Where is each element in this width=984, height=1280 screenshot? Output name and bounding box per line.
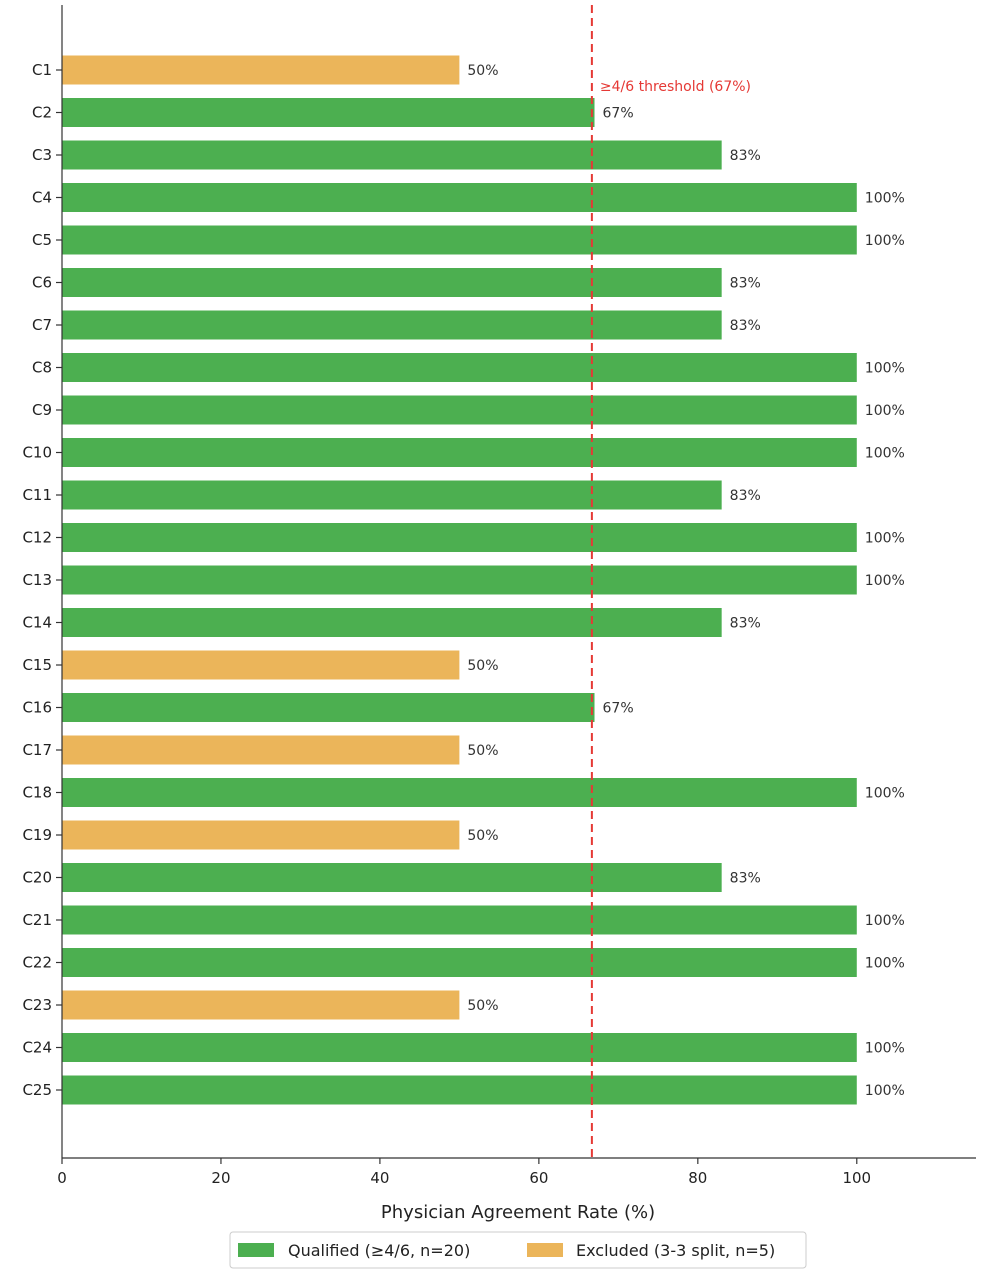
bar-c15: [62, 650, 460, 680]
x-tick-label-0: 0: [57, 1169, 67, 1187]
bar-value-label-c7: 83%: [730, 318, 761, 334]
bar-value-label-c9: 100%: [865, 403, 905, 419]
bar-c16: [62, 693, 595, 722]
bar-value-label-c4: 100%: [865, 191, 905, 207]
y-tick-label-c12: C12: [22, 529, 52, 547]
y-tick-label-c24: C24: [22, 1039, 52, 1057]
bar-value-label-c24: 100%: [865, 1041, 905, 1057]
x-tick-label-100: 100: [842, 1169, 871, 1187]
bar-c13: [62, 565, 857, 595]
bar-value-label-c10: 100%: [865, 446, 905, 462]
bar-value-label-c1: 50%: [467, 63, 498, 79]
legend-entry-qualified: Qualified (≥4/6, n=20): [288, 1241, 470, 1260]
bar-value-label-c21: 100%: [865, 913, 905, 929]
bar-value-label-c25: 100%: [865, 1083, 905, 1099]
bar-c8: [62, 353, 857, 382]
bar-value-label-c15: 50%: [467, 658, 498, 674]
y-tick-label-c4: C4: [32, 189, 52, 207]
bar-value-label-c3: 83%: [730, 148, 761, 164]
bar-c12: [62, 523, 857, 552]
y-tick-label-c7: C7: [32, 316, 52, 334]
x-tick-label-20: 20: [211, 1169, 230, 1187]
bars-layer: 50% 67% 83% 100% 100% 83% 83% 100% 100% 100% 83% 10…: [62, 55, 905, 1105]
bar-value-label-c22: 100%: [865, 956, 905, 972]
y-tick-label-c23: C23: [22, 996, 52, 1014]
legend: Qualified (≥4/6, n=20) Excluded (3-3 spl…: [229, 1231, 807, 1269]
bar-c5: [62, 225, 857, 255]
y-tick-label-c5: C5: [32, 231, 52, 249]
bar-c20: [62, 863, 722, 892]
bar-value-label-c2: 67%: [603, 106, 634, 122]
legend-swatch-excluded: [527, 1243, 563, 1257]
bar-value-label-c11: 83%: [730, 488, 761, 504]
y-tick-label-c1: C1: [32, 61, 52, 79]
y-tick-label-c21: C21: [22, 911, 52, 929]
y-tick-label-c10: C10: [22, 444, 52, 462]
x-tick-label-80: 80: [688, 1169, 707, 1187]
y-tick-label-c9: C9: [32, 401, 52, 419]
bar-value-label-c5: 100%: [865, 233, 905, 249]
y-tick-label-c20: C20: [22, 869, 52, 887]
bar-c1: [62, 55, 460, 85]
bar-c4: [62, 183, 857, 212]
bar-value-label-c20: 83%: [730, 871, 761, 887]
bar-c14: [62, 608, 722, 637]
axes-layer: C1 C2 C3 C4 C5 C6 C7 C8 C9 C10 C11 C12 C13 C14 C15 C16 C…: [22, 5, 976, 1187]
bar-c21: [62, 905, 857, 935]
bar-value-label-c18: 100%: [865, 786, 905, 802]
bar-value-label-c14: 83%: [730, 616, 761, 632]
bar-c22: [62, 948, 857, 977]
y-tick-label-c19: C19: [22, 826, 52, 844]
bar-value-label-c8: 100%: [865, 361, 905, 377]
bar-value-label-c12: 100%: [865, 531, 905, 547]
bar-c9: [62, 395, 857, 425]
x-tick-label-40: 40: [370, 1169, 389, 1187]
bar-c10: [62, 438, 857, 467]
bar-value-label-c19: 50%: [467, 828, 498, 844]
bar-c7: [62, 310, 722, 340]
bar-c11: [62, 480, 722, 510]
y-tick-label-c14: C14: [22, 614, 52, 632]
bar-c19: [62, 820, 460, 850]
y-tick-label-c6: C6: [32, 274, 52, 292]
bar-c23: [62, 990, 460, 1020]
y-tick-label-c2: C2: [32, 104, 52, 122]
bar-value-label-c23: 50%: [467, 998, 498, 1014]
threshold-layer: ≥4/6 threshold (67%): [590, 5, 751, 1158]
bar-value-label-c13: 100%: [865, 573, 905, 589]
bar-c2: [62, 98, 595, 127]
bar-c3: [62, 140, 722, 170]
y-tick-label-c22: C22: [22, 954, 52, 972]
y-tick-label-c8: C8: [32, 359, 52, 377]
y-tick-label-c3: C3: [32, 146, 52, 164]
legend-entry-excluded: Excluded (3-3 split, n=5): [576, 1241, 775, 1260]
bar-value-label-c17: 50%: [467, 743, 498, 759]
bar-c24: [62, 1033, 857, 1062]
x-tick-label-60: 60: [529, 1169, 548, 1187]
bar-c18: [62, 778, 857, 807]
y-tick-label-c11: C11: [22, 486, 52, 504]
bar-c6: [62, 268, 722, 297]
bar-c25: [62, 1075, 857, 1105]
threshold-label: ≥4/6 threshold (67%): [600, 79, 751, 95]
bar-value-label-c16: 67%: [603, 701, 634, 717]
legend-frame: [229, 1231, 807, 1269]
x-axis-title: Physician Agreement Rate (%): [381, 1202, 655, 1223]
y-tick-label-c13: C13: [22, 571, 52, 589]
bar-c17: [62, 735, 460, 765]
bar-value-label-c6: 83%: [730, 276, 761, 292]
y-tick-label-c18: C18: [22, 784, 52, 802]
y-tick-label-c17: C17: [22, 741, 52, 759]
legend-swatch-qualified: [238, 1243, 274, 1257]
y-tick-label-c25: C25: [22, 1081, 52, 1099]
y-tick-label-c16: C16: [22, 699, 52, 717]
y-tick-label-c15: C15: [22, 656, 52, 674]
